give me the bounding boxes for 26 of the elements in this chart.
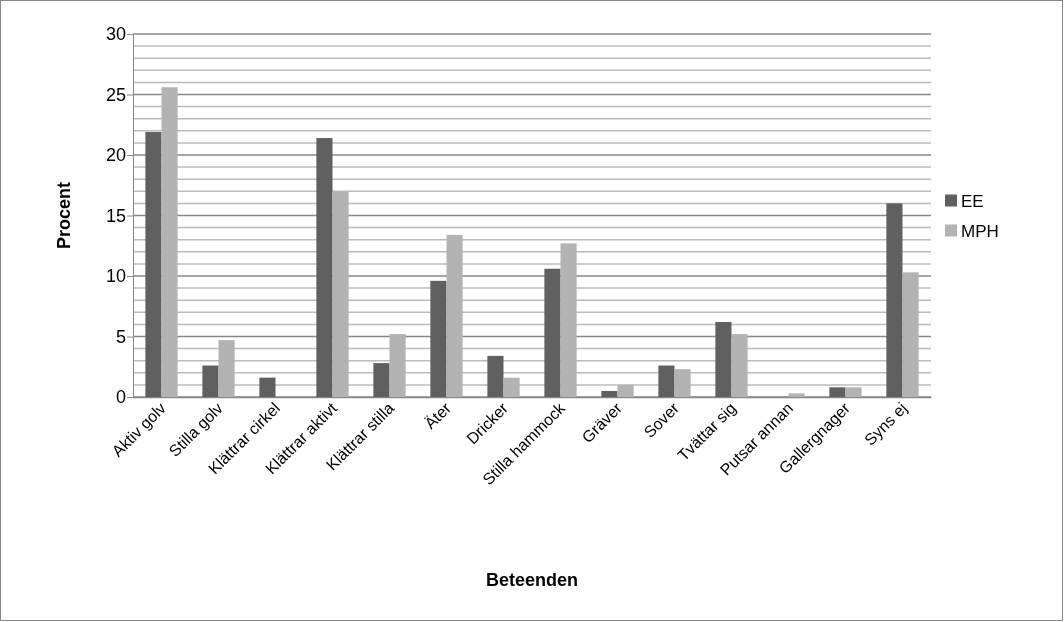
y-tick-label: 20: [105, 145, 126, 166]
bar: [658, 365, 675, 397]
bar: [259, 377, 276, 397]
bar: [202, 365, 219, 397]
bar: [373, 363, 390, 397]
legend-label: MPH: [961, 221, 999, 241]
y-tick-label: 15: [105, 205, 126, 226]
bar: [829, 387, 846, 397]
bar: [487, 355, 504, 397]
y-tick-label: 25: [105, 84, 126, 105]
bar: [145, 132, 162, 397]
bar: [544, 268, 561, 397]
bar: [788, 393, 805, 397]
bar: [316, 138, 333, 397]
y-tick-label: 10: [105, 266, 126, 287]
legend-label: EE: [961, 191, 984, 211]
y-tick-label: 0: [115, 387, 126, 408]
bar: [715, 321, 732, 397]
x-tick-label: Äter: [421, 398, 455, 433]
bar: [430, 280, 447, 397]
bar: [886, 203, 903, 397]
y-tick-label: 5: [115, 326, 126, 347]
x-axis-title: Beteenden: [485, 570, 579, 590]
y-axis-title: Procent: [54, 181, 74, 250]
bar: [601, 390, 618, 397]
y-tick-label: 30: [105, 24, 126, 45]
